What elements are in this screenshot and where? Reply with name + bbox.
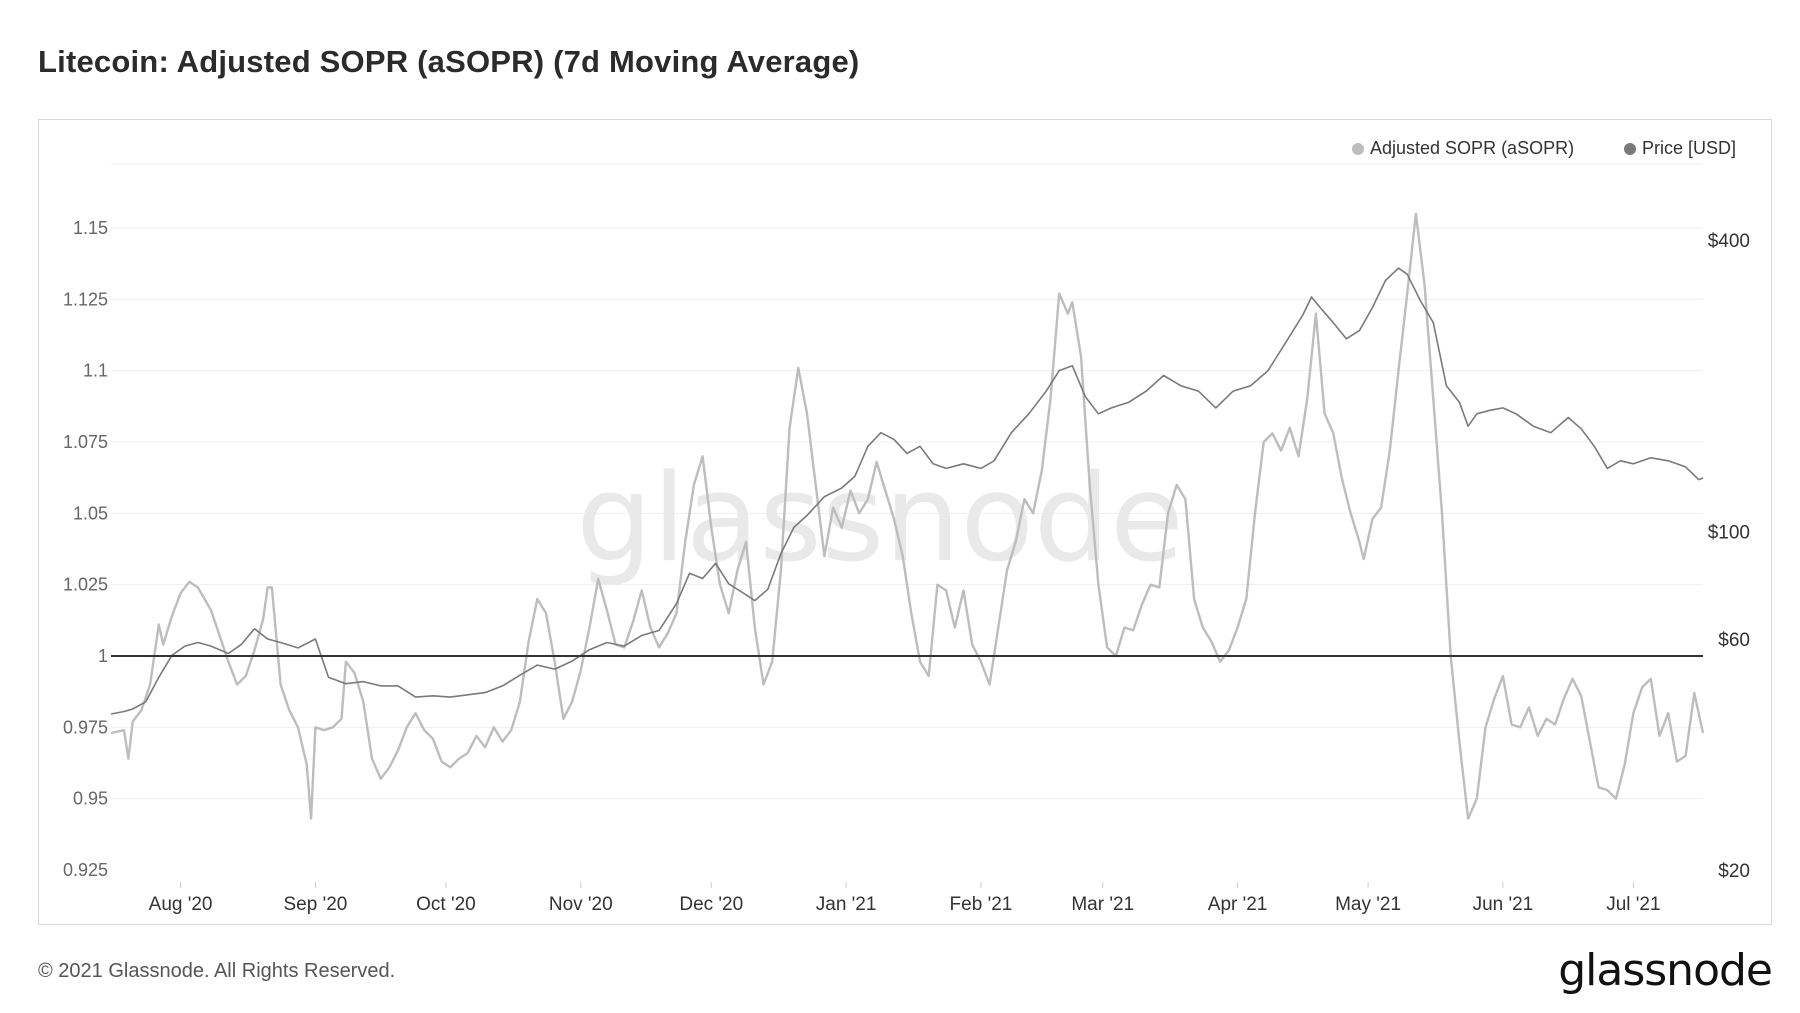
legend-dot-price-icon [1624, 142, 1636, 155]
glassnode-logo[interactable]: glassnode [1558, 945, 1773, 996]
x-tick-label: Mar '21 [1071, 894, 1134, 915]
y-left-tick-label: 1.025 [63, 575, 108, 595]
y-left-tick-label: 0.925 [63, 860, 108, 880]
y-right-tick-label: $100 [1708, 523, 1750, 544]
asopr-line [110, 212, 1705, 820]
y-right-tick-label: $20 [1718, 861, 1750, 882]
x-tick-label: Nov '20 [549, 894, 613, 915]
x-tick-label: May '21 [1335, 894, 1401, 915]
x-tick-label: Jan '21 [816, 894, 877, 915]
y-left-tick-label: 0.975 [63, 717, 108, 737]
x-tick-label: Jul '21 [1606, 894, 1660, 915]
legend-label-price: Price [USD] [1642, 138, 1737, 158]
legend-dot-asopr-icon [1352, 142, 1364, 155]
y-left-tick-label: 0.95 [73, 789, 108, 809]
y-left-tick-label: 1 [98, 646, 108, 666]
x-tick-label: Aug '20 [149, 894, 213, 915]
y-right-tick-label: $400 [1708, 231, 1750, 252]
legend-item-asopr[interactable]: Adjusted SOPR (aSOPR) [1352, 138, 1574, 159]
y-left-tick-label: 1.05 [73, 503, 108, 523]
price-line [110, 267, 1704, 715]
y-right-tick-label: $60 [1718, 630, 1750, 651]
legend-item-price[interactable]: Price [USD] [1624, 138, 1736, 159]
copyright-footer: © 2021 Glassnode. All Rights Reserved. [38, 960, 396, 982]
x-tick-label: Jun '21 [1473, 894, 1534, 915]
x-tick-label: Apr '21 [1208, 894, 1268, 915]
y-left-tick-label: 1.075 [63, 432, 108, 452]
legend-label-asopr: Adjusted SOPR (aSOPR) [1370, 138, 1575, 158]
y-left-tick-label: 1.125 [63, 289, 108, 309]
chart-frame [38, 119, 1772, 925]
y-left-tick-label: 1.1 [83, 361, 108, 381]
x-tick-label: Sep '20 [284, 894, 348, 915]
x-tick-label: Dec '20 [679, 894, 743, 915]
x-tick-label: Feb '21 [950, 894, 1013, 915]
y-left-tick-label: 1.15 [73, 218, 108, 238]
chart-title: Litecoin: Adjusted SOPR (aSOPR) (7d Movi… [38, 44, 860, 79]
x-tick-label: Oct '20 [416, 894, 476, 915]
